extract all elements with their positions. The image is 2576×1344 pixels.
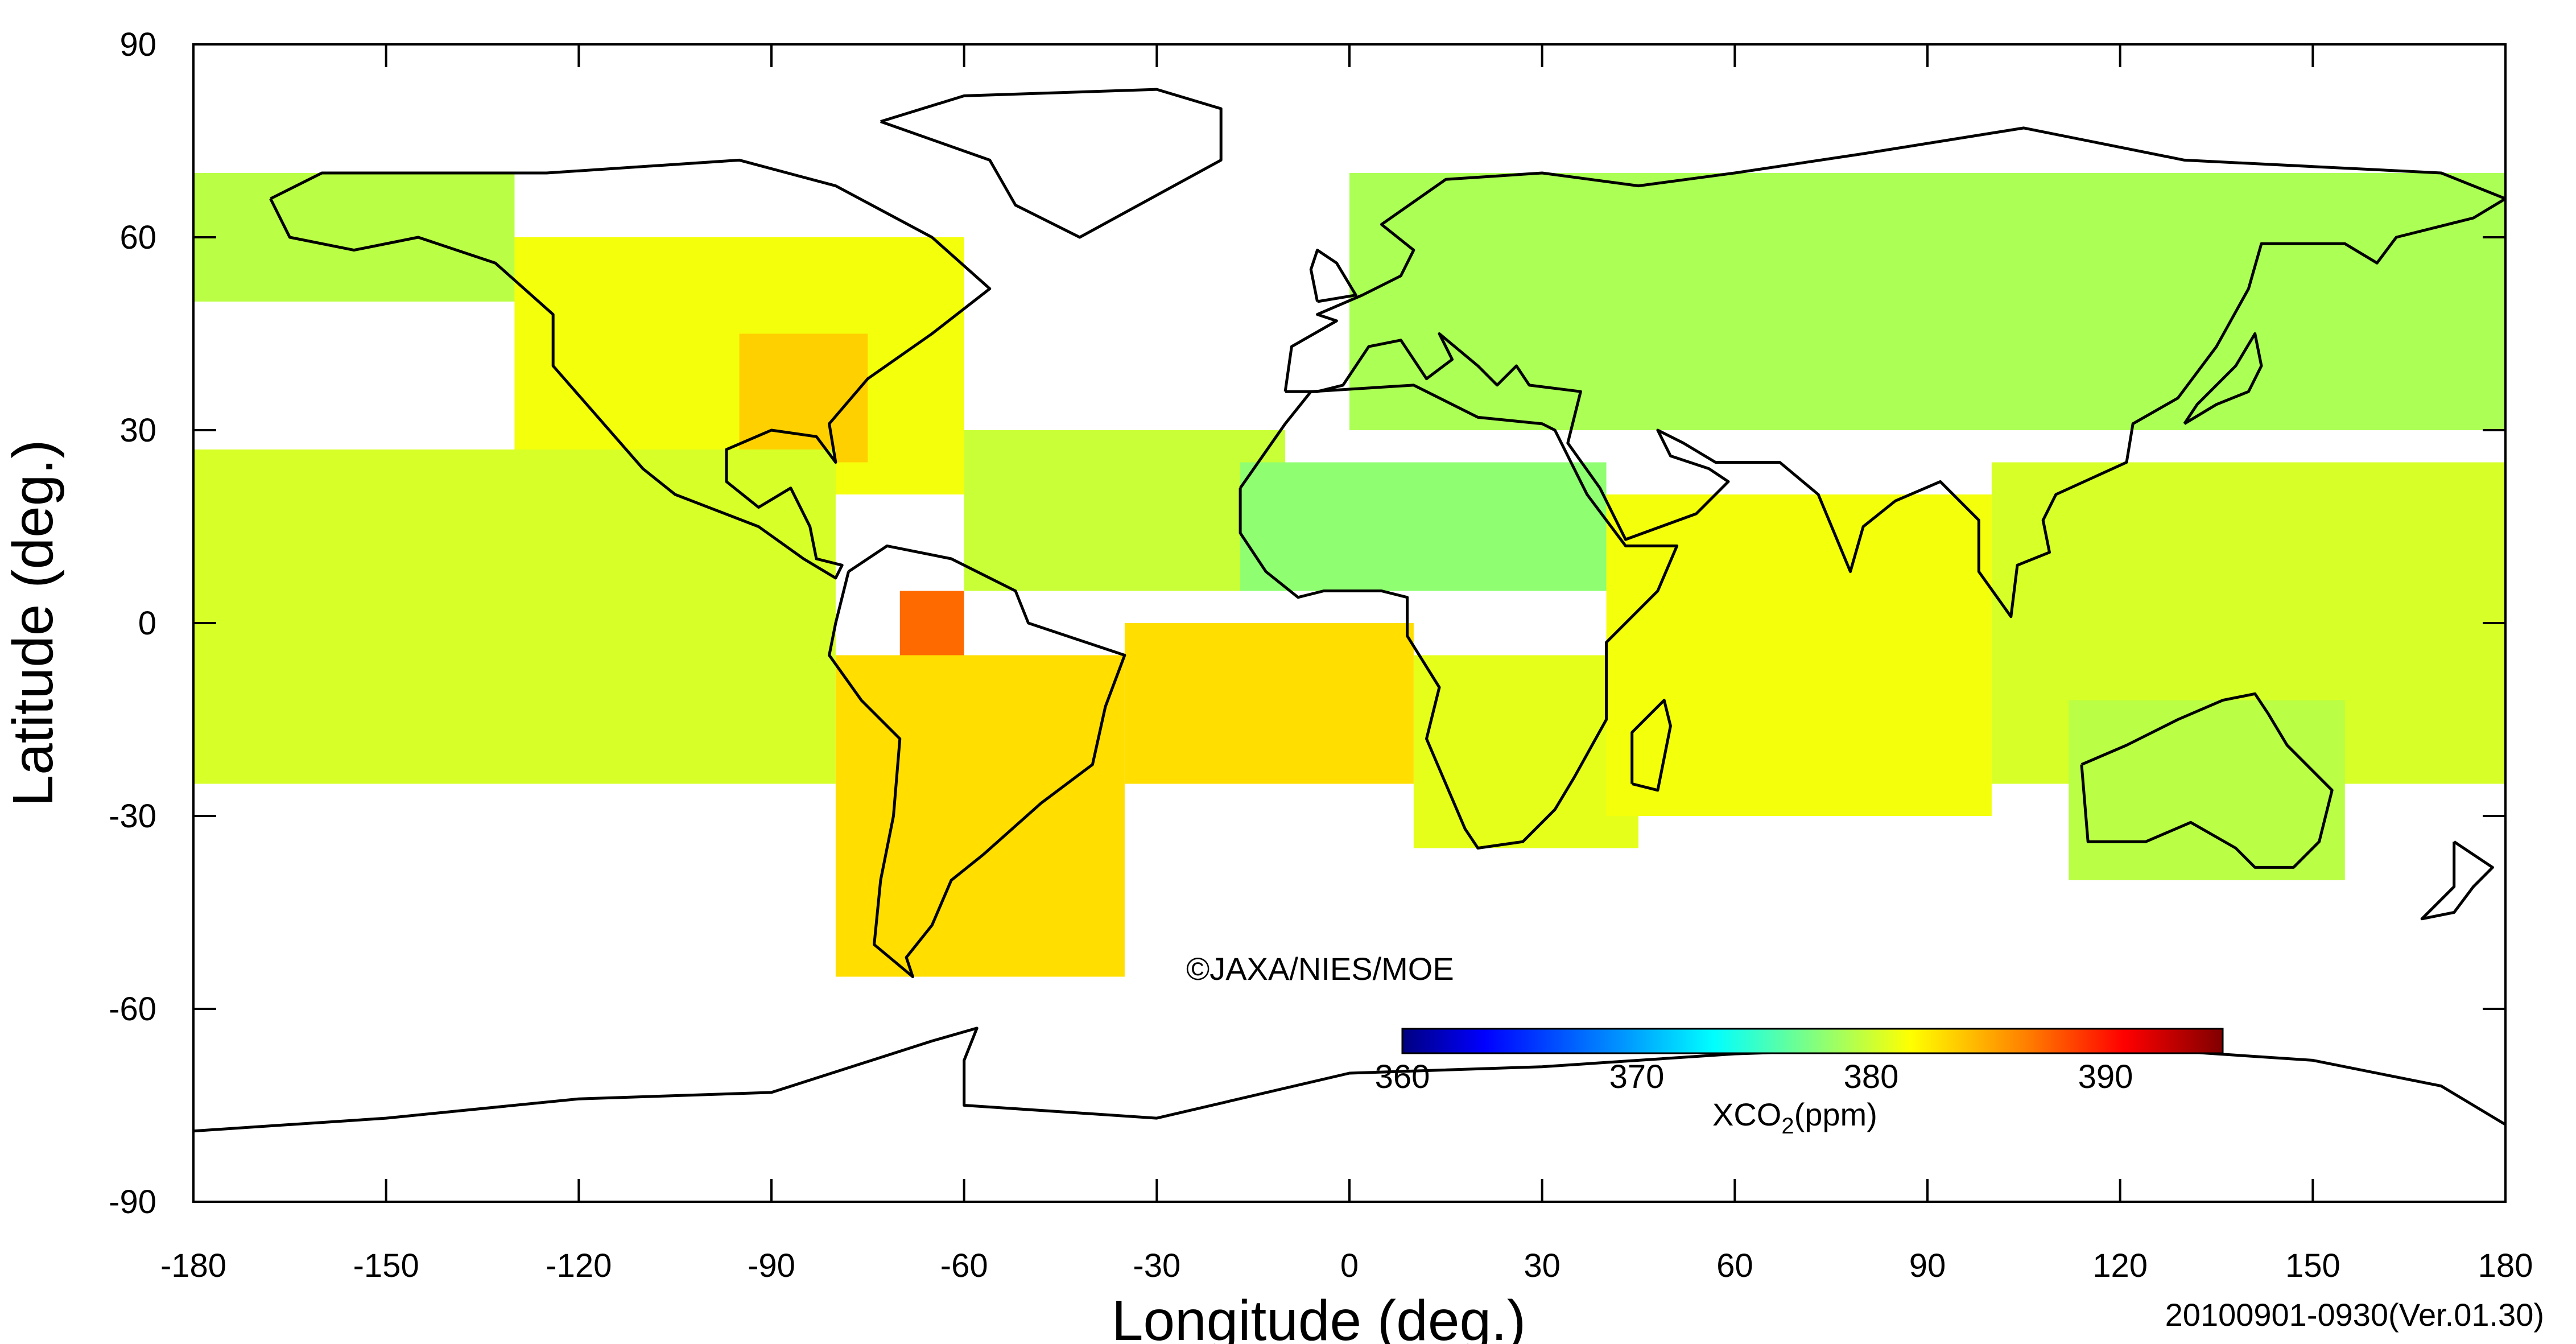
colorbar-label-main: XCO bbox=[1712, 1096, 1781, 1132]
y-tick-label: -90 bbox=[109, 1184, 156, 1221]
region-amazon-hotspot bbox=[899, 591, 964, 655]
coast-new-zealand bbox=[2420, 840, 2494, 921]
region-australia bbox=[2069, 700, 2345, 880]
x-tick-label: -30 bbox=[1133, 1247, 1180, 1284]
x-tick-label: 180 bbox=[2478, 1247, 2533, 1284]
coast-south-america bbox=[828, 544, 1126, 978]
region-south-africa bbox=[1413, 655, 1638, 848]
colorbar bbox=[1401, 1028, 2224, 1054]
x-tick-label: 150 bbox=[2285, 1247, 2340, 1284]
region-sahara bbox=[1240, 462, 1607, 591]
region-north-atlantic bbox=[964, 430, 1286, 591]
region-south-america bbox=[835, 655, 1125, 977]
x-tick-label: 120 bbox=[2092, 1247, 2148, 1284]
x-tick-label: -180 bbox=[160, 1247, 226, 1284]
y-tick-label: 0 bbox=[138, 605, 156, 642]
colorbar-ticks: 360 370 380 390 bbox=[1375, 1058, 2133, 1095]
colorbar-label-sub: 2 bbox=[1781, 1114, 1794, 1139]
x-tick-label: -120 bbox=[546, 1247, 612, 1284]
version-text: 20100901-0930(Ver.01.30) bbox=[2165, 1297, 2544, 1333]
y-tick-label: 30 bbox=[119, 412, 156, 449]
y-axis-title: Latitude (deg.) bbox=[1, 440, 65, 807]
x-tick-label: 90 bbox=[1909, 1247, 1946, 1284]
coast-africa bbox=[1239, 384, 1679, 850]
y-tick-label: -60 bbox=[109, 991, 156, 1028]
coast-uk bbox=[1309, 249, 1357, 303]
coast-japan bbox=[2183, 332, 2263, 425]
colorbar-tick-label: 360 bbox=[1375, 1058, 1430, 1095]
x-tick-label: 30 bbox=[1524, 1247, 1561, 1284]
coast-greenland bbox=[880, 88, 1223, 239]
coast-north-america bbox=[269, 158, 992, 580]
x-tick-label: 0 bbox=[1340, 1247, 1359, 1284]
colorbar-tick-label: 380 bbox=[1844, 1058, 1899, 1095]
region-north-pacific bbox=[193, 173, 515, 302]
xco2-data-layer bbox=[193, 173, 2505, 977]
region-tropical-pacific bbox=[193, 449, 836, 784]
axis-ticks: -180 -150 -120 -90 -60 -30 0 30 60 90 120 150 180 90 6… bbox=[109, 26, 2533, 1284]
y-tick-label: -30 bbox=[109, 798, 156, 835]
x-axis-title: Longitude (deg.) bbox=[1112, 1289, 1526, 1344]
colorbar-tick-label: 390 bbox=[2078, 1058, 2133, 1095]
copyright-text: ©JAXA/NIES/MOE bbox=[1186, 951, 1454, 987]
colorbar-tick-label: 370 bbox=[1609, 1058, 1665, 1095]
x-tick-label: -90 bbox=[748, 1247, 795, 1284]
coast-madagascar bbox=[1630, 699, 1672, 792]
region-indian-ocean bbox=[1606, 494, 1992, 816]
x-tick-label: -60 bbox=[940, 1247, 988, 1284]
colorbar-label: XCO2(ppm) bbox=[1712, 1096, 1877, 1139]
y-tick-label: 90 bbox=[119, 26, 156, 63]
coast-australia bbox=[2080, 692, 2334, 869]
x-tick-label: 60 bbox=[1716, 1247, 1753, 1284]
region-europe-siberia bbox=[1349, 173, 2505, 430]
y-tick-label: 60 bbox=[119, 219, 156, 256]
coast-europe-asia bbox=[1283, 126, 2505, 619]
x-tick-label: -150 bbox=[353, 1247, 419, 1284]
colorbar-label-unit: (ppm) bbox=[1794, 1096, 1877, 1132]
region-south-atlantic bbox=[1124, 623, 1414, 784]
region-eastern-us bbox=[739, 333, 868, 463]
